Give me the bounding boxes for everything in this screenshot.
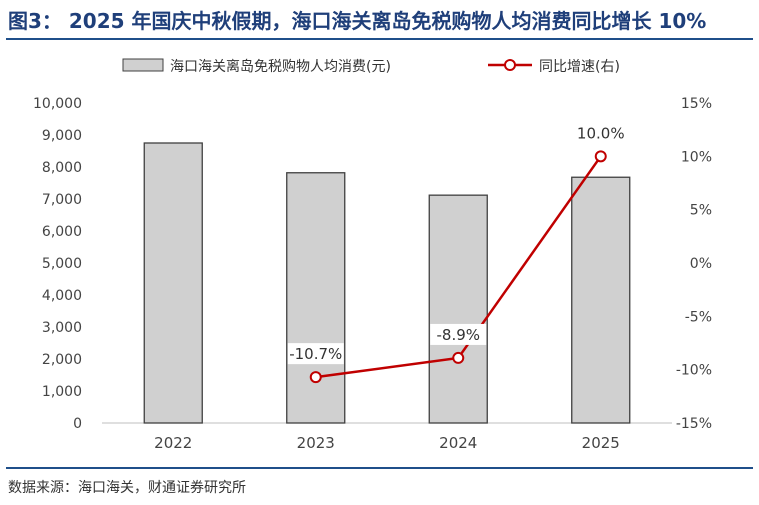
left-axis-tick-label: 4,000 <box>42 288 82 304</box>
bar <box>286 172 346 424</box>
left-axis-tick-label: 1,000 <box>42 384 82 400</box>
data-label-background <box>572 122 629 144</box>
right-axis-tick-label: -5% <box>685 309 712 325</box>
line-data-label: -10.7% <box>289 345 342 363</box>
right-axis-tick-label: -10% <box>676 363 712 379</box>
source-divider <box>6 467 753 469</box>
left-axis-tick-label: 6,000 <box>42 224 82 240</box>
x-axis-tick-label: 2022 <box>154 434 192 452</box>
line-data-label: -8.9% <box>436 326 480 344</box>
chart-legend: 海口海关离岛免税购物人均消费(元) 同比增速(右) <box>122 58 620 75</box>
right-axis-tick-label: 5% <box>690 203 712 219</box>
x-axis-tick-label: 2025 <box>582 434 620 452</box>
right-axis-tick-label: 10% <box>681 149 712 165</box>
legend-bar-label: 海口海关离岛免税购物人均消费(元) <box>170 58 391 75</box>
line-point <box>594 150 607 163</box>
x-axis-tick-label: 2023 <box>297 434 335 452</box>
source-note: 数据来源：海口海关，财通证券研究所 <box>8 480 246 496</box>
left-axis-tick-label: 10,000 <box>33 96 82 112</box>
x-axis-tick-label: 2024 <box>439 434 477 452</box>
left-axis-tick-label: 9,000 <box>42 128 82 144</box>
chart-axes: 0 1,000 2,000 3,000 4,000 5,000 6,000 7,000 8,00… <box>33 96 712 452</box>
left-axis-tick-label: 7,000 <box>42 192 82 208</box>
data-label-background <box>287 343 344 365</box>
data-label-background <box>430 323 487 345</box>
title-divider <box>6 38 753 40</box>
right-axis-tick-label: -15% <box>676 416 712 432</box>
bar <box>428 194 488 424</box>
legend-line-marker <box>504 59 516 71</box>
legend-line-label: 同比增速(右) <box>539 59 620 75</box>
left-axis-tick-label: 0 <box>73 416 82 432</box>
line-data-label: 10.0% <box>577 124 625 142</box>
bar <box>143 142 203 424</box>
left-axis-tick-label: 8,000 <box>42 160 82 176</box>
figure-title: 图3： 2025 年国庆中秋假期，海口海关离岛免税购物人均消费同比增长 10% <box>8 9 707 33</box>
bar-series <box>143 142 631 424</box>
right-axis-tick-label: 0% <box>690 256 712 272</box>
line-series: -10.7% -8.9% 10.0% <box>287 122 629 384</box>
line-point <box>309 371 322 384</box>
legend-bar-swatch <box>122 58 164 72</box>
left-axis-tick-label: 3,000 <box>42 320 82 336</box>
line-point <box>452 351 465 364</box>
right-axis-tick-label: 15% <box>681 96 712 112</box>
left-axis-tick-label: 2,000 <box>42 352 82 368</box>
bar <box>571 176 631 424</box>
left-axis-tick-label: 5,000 <box>42 256 82 272</box>
